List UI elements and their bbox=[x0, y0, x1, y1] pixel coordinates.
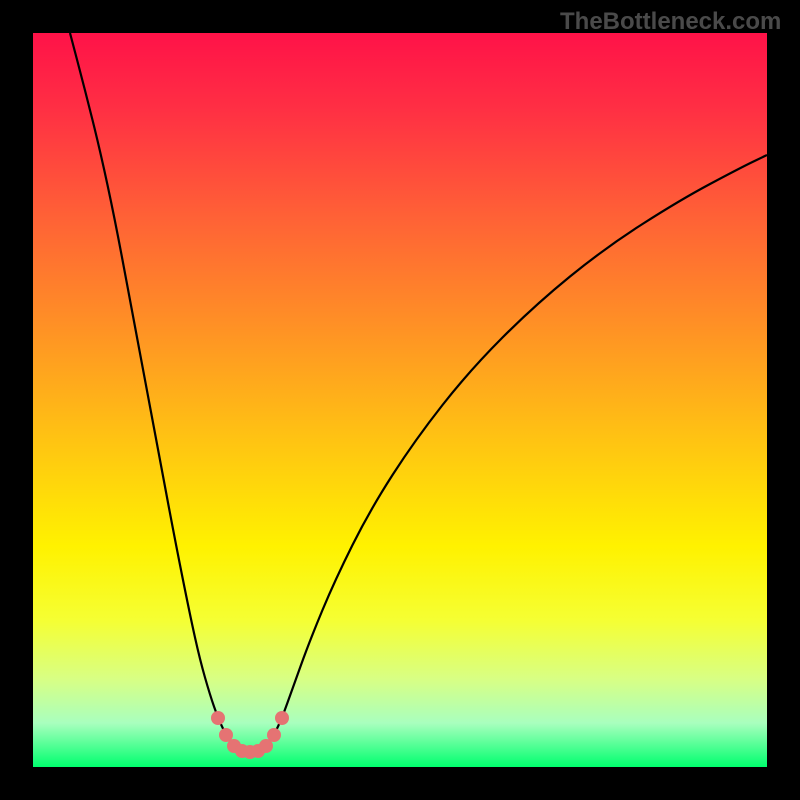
curve-marker bbox=[211, 711, 225, 725]
plot-area bbox=[33, 33, 767, 767]
curve-marker bbox=[267, 728, 281, 742]
watermark-text: TheBottleneck.com bbox=[560, 8, 781, 36]
curve-marker bbox=[275, 711, 289, 725]
bottleneck-curve bbox=[70, 33, 767, 752]
marker-group bbox=[211, 711, 289, 759]
curve-layer bbox=[33, 33, 767, 767]
